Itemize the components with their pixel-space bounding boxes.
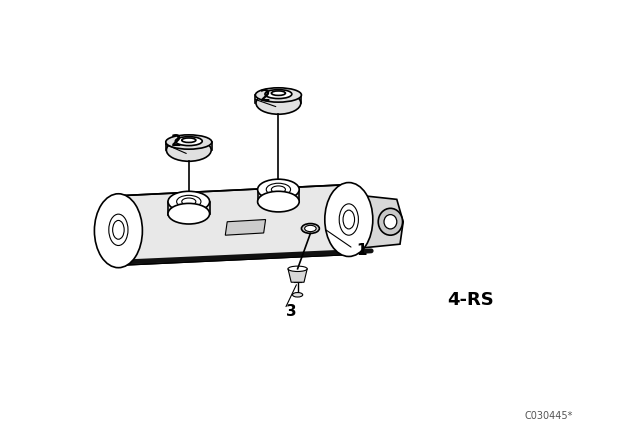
Ellipse shape xyxy=(182,198,196,205)
Ellipse shape xyxy=(170,193,207,211)
Ellipse shape xyxy=(182,138,196,142)
Ellipse shape xyxy=(255,88,301,102)
Ellipse shape xyxy=(305,225,316,232)
Ellipse shape xyxy=(301,224,319,233)
Ellipse shape xyxy=(95,194,143,268)
Ellipse shape xyxy=(177,195,201,208)
Ellipse shape xyxy=(328,185,370,254)
Ellipse shape xyxy=(292,293,303,297)
Polygon shape xyxy=(288,269,307,282)
Ellipse shape xyxy=(384,215,397,229)
Ellipse shape xyxy=(168,191,210,212)
Polygon shape xyxy=(355,195,403,249)
Polygon shape xyxy=(225,220,266,235)
Ellipse shape xyxy=(166,135,212,149)
Text: 2: 2 xyxy=(171,134,181,149)
Ellipse shape xyxy=(98,196,140,265)
Ellipse shape xyxy=(257,179,300,200)
Ellipse shape xyxy=(271,186,285,193)
Ellipse shape xyxy=(324,183,372,256)
Text: C030445*: C030445* xyxy=(524,411,573,421)
Ellipse shape xyxy=(266,183,291,196)
Ellipse shape xyxy=(339,204,358,235)
Ellipse shape xyxy=(378,208,403,235)
Text: 4-RS: 4-RS xyxy=(447,291,494,309)
Text: 2: 2 xyxy=(260,89,271,104)
Ellipse shape xyxy=(257,191,300,212)
Ellipse shape xyxy=(175,137,202,146)
Ellipse shape xyxy=(271,91,285,95)
Polygon shape xyxy=(118,185,349,265)
Ellipse shape xyxy=(166,139,211,161)
Ellipse shape xyxy=(288,266,307,271)
Ellipse shape xyxy=(343,210,355,229)
Ellipse shape xyxy=(109,214,128,246)
Ellipse shape xyxy=(265,90,292,99)
Text: 3: 3 xyxy=(286,304,296,319)
Ellipse shape xyxy=(168,203,210,224)
Ellipse shape xyxy=(260,181,297,198)
Ellipse shape xyxy=(113,220,124,239)
Ellipse shape xyxy=(256,92,301,114)
Text: 1: 1 xyxy=(356,243,367,258)
